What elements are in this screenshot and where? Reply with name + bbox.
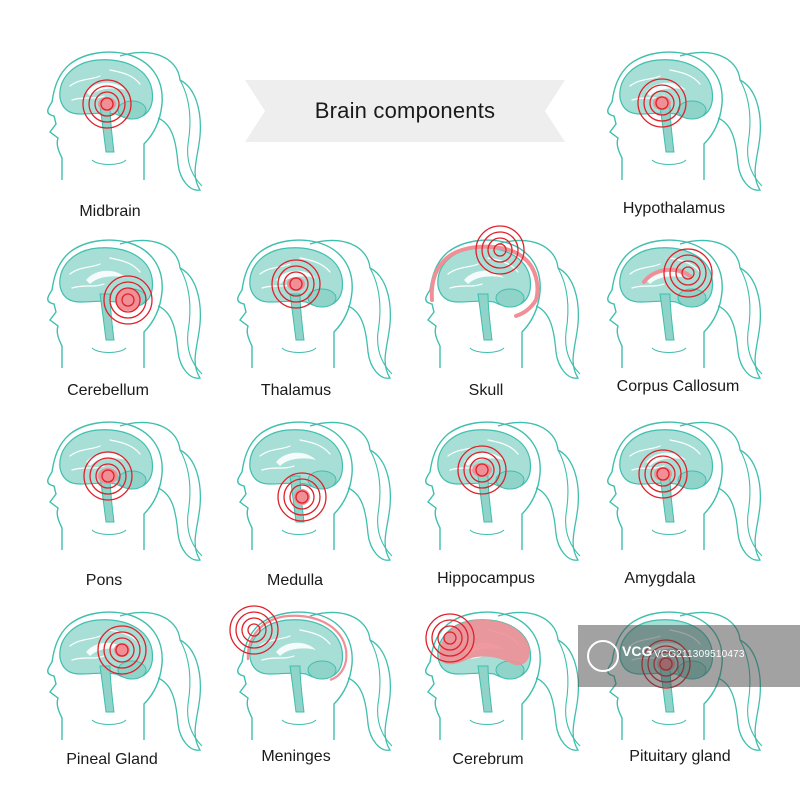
component-figure [600, 40, 790, 230]
skull-highlight [429, 244, 540, 318]
watermark-id-text: VCG211309510473 [654, 649, 745, 660]
component-label: Corpus Callosum [616, 378, 740, 395]
component-figure [600, 410, 790, 600]
head-profile [229, 605, 393, 751]
component-label: Pineal Gland [66, 751, 158, 768]
target-rings-icon [83, 451, 133, 501]
target-rings-icon [277, 472, 327, 522]
target-rings-icon [638, 449, 688, 499]
component-label: Thalamus [260, 382, 332, 399]
component-label: Pituitary gland [629, 748, 731, 765]
target-rings-icon [637, 78, 687, 128]
component-figure [40, 600, 230, 790]
head-profile [47, 51, 203, 191]
component-label: Skull [468, 382, 504, 399]
head-profile [425, 421, 581, 561]
component-label: Cerebellum [67, 382, 149, 399]
pineal-gland-highlight [114, 643, 130, 657]
component-figure [40, 40, 230, 230]
component-label: Medulla [266, 572, 324, 589]
component-figure [230, 410, 420, 600]
head-profile [607, 239, 763, 379]
head-profile [47, 421, 203, 561]
head-profile [425, 611, 581, 751]
component-label: Cerebrum [452, 751, 524, 768]
target-rings-icon [663, 248, 713, 298]
target-rings-icon [82, 79, 132, 129]
cerebrum-highlight [439, 619, 530, 666]
target-rings-icon [229, 605, 279, 655]
component-label: Hippocampus [437, 570, 535, 587]
target-rings-icon [425, 613, 475, 663]
corpus-callosum-highlight [642, 267, 692, 284]
component-label: Hypothalamus [622, 200, 726, 217]
component-figure [600, 228, 790, 418]
component-label: Amygdala [624, 570, 696, 587]
head-profile [237, 239, 393, 379]
title-ribbon [245, 80, 565, 142]
component-figure [40, 410, 230, 600]
cerebellum-highlight [115, 289, 141, 311]
head-profile [607, 51, 763, 191]
hippocampus-highlight [472, 463, 492, 477]
watermark-logo-icon [587, 640, 619, 672]
target-rings-icon [457, 445, 507, 495]
component-figure [229, 600, 420, 790]
target-rings-icon [103, 275, 153, 325]
head-profile [607, 421, 763, 561]
head-profile [237, 421, 393, 561]
head-profile [47, 611, 203, 751]
head-profile [425, 225, 581, 379]
head-profile [47, 239, 203, 379]
page-title: Brain components [314, 98, 496, 123]
component-figure [40, 228, 230, 418]
target-rings-icon [271, 259, 321, 309]
watermark-overlay: VCG VCG211309510473 [578, 625, 800, 687]
component-figure [418, 600, 608, 790]
component-figure [418, 225, 608, 418]
component-figure [418, 410, 608, 600]
target-rings-icon [97, 625, 147, 675]
component-label: Meninges [261, 748, 331, 765]
meninges-highlight [246, 614, 348, 682]
watermark-logo-text: VCG [622, 643, 653, 659]
component-label: Midbrain [79, 203, 141, 220]
component-figure [230, 228, 420, 418]
component-label: Pons [85, 572, 123, 589]
target-rings-icon [475, 225, 525, 275]
